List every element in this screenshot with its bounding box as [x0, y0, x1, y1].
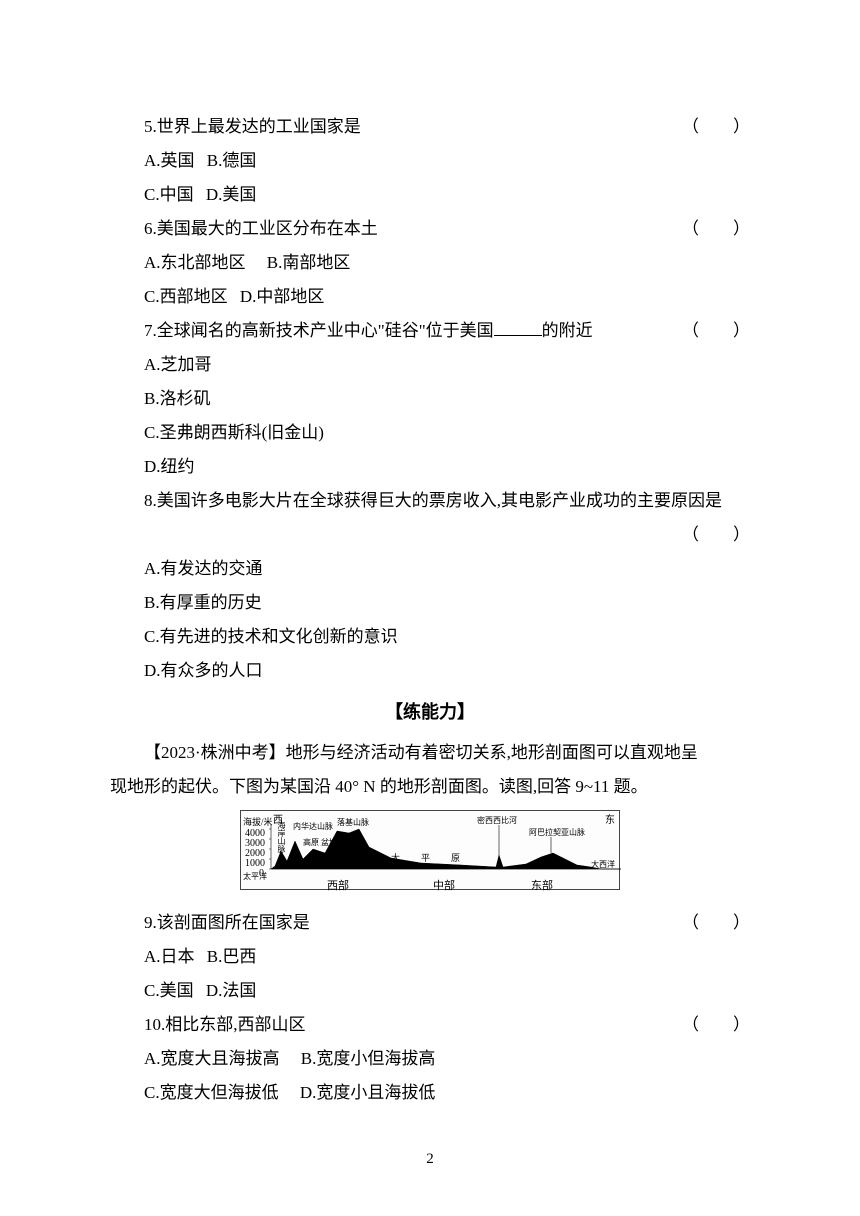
q9-optD: D.法国 [206, 981, 257, 1000]
q6-options-row1: A.东北部地区 B.南部地区 [110, 246, 750, 280]
fig-rocky: 落基山脉 [337, 815, 369, 831]
q9-text: 9.该剖面图所在国家是 [144, 913, 310, 932]
q5-optA: A.英国 [144, 151, 195, 170]
q9-optA: A.日本 [144, 947, 195, 966]
q7-optC-line: C.圣弗朗西斯科(旧金山) [110, 416, 750, 450]
answer-paren: （ ） [648, 314, 750, 348]
q8-optA-line: A.有发达的交通 [110, 552, 750, 586]
q6-optB: B.南部地区 [267, 253, 351, 272]
fig-region-central: 中部 [433, 875, 455, 897]
intro-source: 【2023·株洲中考】 [144, 743, 286, 762]
q7-optB-line: B.洛杉矶 [110, 382, 750, 416]
fig-atlantic: 大西洋 [591, 857, 615, 873]
q6-text: 6.美国最大的工业区分布在本土 [144, 219, 378, 238]
q7-text-b: 的附近 [542, 321, 593, 340]
fig-nevada: 内华达山脉 [293, 819, 333, 835]
figure-wrap: 海拔/米 4000 3000 2000 1000 0 西 东 海岸山脉 内华达山… [110, 810, 750, 902]
q7-optD-line: D.纽约 [110, 450, 750, 484]
q9-optB: B.巴西 [207, 947, 257, 966]
q8-text: 8.美国许多电影大片在全球获得巨大的票房收入,其电影产业成功的主要原因是 [144, 491, 722, 510]
q8-optD: D.有众多的人口 [144, 661, 263, 680]
q7-text-a: 7.全球闻名的高新技术产业中心"硅谷"位于美国 [144, 321, 494, 340]
q5-optC: C.中国 [144, 185, 194, 204]
q5-optB: B.德国 [207, 151, 257, 170]
answer-paren: （ ） [682, 525, 750, 544]
q6-optC: C.西部地区 [144, 287, 228, 306]
fig-region-east: 东部 [531, 875, 553, 897]
answer-paren: （ ） [648, 1008, 750, 1042]
q9-options-row1: A.日本 B.巴西 [110, 940, 750, 974]
q8-optC-line: C.有先进的技术和文化创新的意识 [110, 620, 750, 654]
q5-optD: D.美国 [206, 185, 257, 204]
q6-optD: D.中部地区 [240, 287, 325, 306]
q10-optB: B.宽度小但海拔高 [301, 1049, 436, 1068]
q10-optD: D.宽度小且海拔低 [300, 1083, 436, 1102]
fig-east: 东 [605, 811, 615, 831]
terrain-profile-figure: 海拔/米 4000 3000 2000 1000 0 西 东 海岸山脉 内华达山… [240, 810, 620, 890]
intro-line1: 【2023·株洲中考】地形与经济活动有着密切关系,地形剖面图可以直观地呈 [110, 736, 750, 770]
q5-text: 5.世界上最发达的工业国家是 [144, 117, 361, 136]
answer-paren: （ ） [648, 212, 750, 246]
q6-stem: 6.美国最大的工业区分布在本土 （ ） [110, 212, 750, 246]
q9-stem: 9.该剖面图所在国家是 （ ） [110, 906, 750, 940]
fig-appal: 阿巴拉契亚山脉 [529, 825, 585, 841]
q7-optB: B.洛杉矶 [144, 389, 211, 408]
page-body: 5.世界上最发达的工业国家是 （ ） A.英国 B.德国 C.中国 D.美国 6… [0, 0, 860, 1110]
q6-optA: A.东北部地区 [144, 253, 246, 272]
intro-line2: 现地形的起伏。下图为某国沿 40° N 的地形剖面图。读图,回答 9~11 题。 [110, 770, 750, 804]
fig-region-west: 西部 [327, 875, 349, 897]
answer-paren: （ ） [648, 906, 750, 940]
q7-optC: C.圣弗朗西斯科(旧金山) [144, 423, 324, 442]
q7-optA-line: A.芝加哥 [110, 348, 750, 382]
q8-optB: B.有厚重的历史 [144, 593, 262, 612]
q5-options-row1: A.英国 B.德国 [110, 144, 750, 178]
q10-optC: C.宽度大但海拔低 [144, 1083, 279, 1102]
q7-optA: A.芝加哥 [144, 355, 212, 374]
q5-stem: 5.世界上最发达的工业国家是 （ ） [110, 110, 750, 144]
page-number: 2 [0, 1151, 860, 1168]
intro-text1: 地形与经济活动有着密切关系,地形剖面图可以直观地呈 [286, 743, 698, 762]
fig-plateau: 高原 盆地 [303, 835, 337, 851]
q9-optC: C.美国 [144, 981, 194, 1000]
section-title: 【练能力】 [110, 694, 750, 730]
q10-options-row1: A.宽度大且海拔高 B.宽度小但海拔高 [110, 1042, 750, 1076]
q5-options-row2: C.中国 D.美国 [110, 178, 750, 212]
q8-stem: 8.美国许多电影大片在全球获得巨大的票房收入,其电影产业成功的主要原因是 [110, 484, 750, 518]
q8-optB-line: B.有厚重的历史 [110, 586, 750, 620]
q10-options-row2: C.宽度大但海拔低 D.宽度小且海拔低 [110, 1076, 750, 1110]
fig-plain: 大 平 原 [391, 849, 466, 867]
q7-stem: 7.全球闻名的高新技术产业中心"硅谷"位于美国 的附近 （ ） [110, 314, 750, 348]
q10-stem: 10.相比东部,西部山区 （ ） [110, 1008, 750, 1042]
q8-optD-line: D.有众多的人口 [110, 654, 750, 688]
fig-pacific: 太平洋 [243, 869, 267, 885]
q9-options-row2: C.美国 D.法国 [110, 974, 750, 1008]
q6-options-row2: C.西部地区 D.中部地区 [110, 280, 750, 314]
fig-coast: 海岸山脉 [273, 821, 289, 853]
q8-optC: C.有先进的技术和文化创新的意识 [144, 627, 398, 646]
q8-optA: A.有发达的交通 [144, 559, 263, 578]
q10-optA: A.宽度大且海拔高 [144, 1049, 280, 1068]
answer-paren: （ ） [648, 110, 750, 144]
q8-paren-line: （ ） [110, 518, 750, 552]
blank-underline [494, 319, 542, 336]
q7-optD: D.纽约 [144, 457, 195, 476]
q10-text: 10.相比东部,西部山区 [144, 1015, 306, 1034]
fig-miss: 密西西比河 [477, 813, 517, 829]
